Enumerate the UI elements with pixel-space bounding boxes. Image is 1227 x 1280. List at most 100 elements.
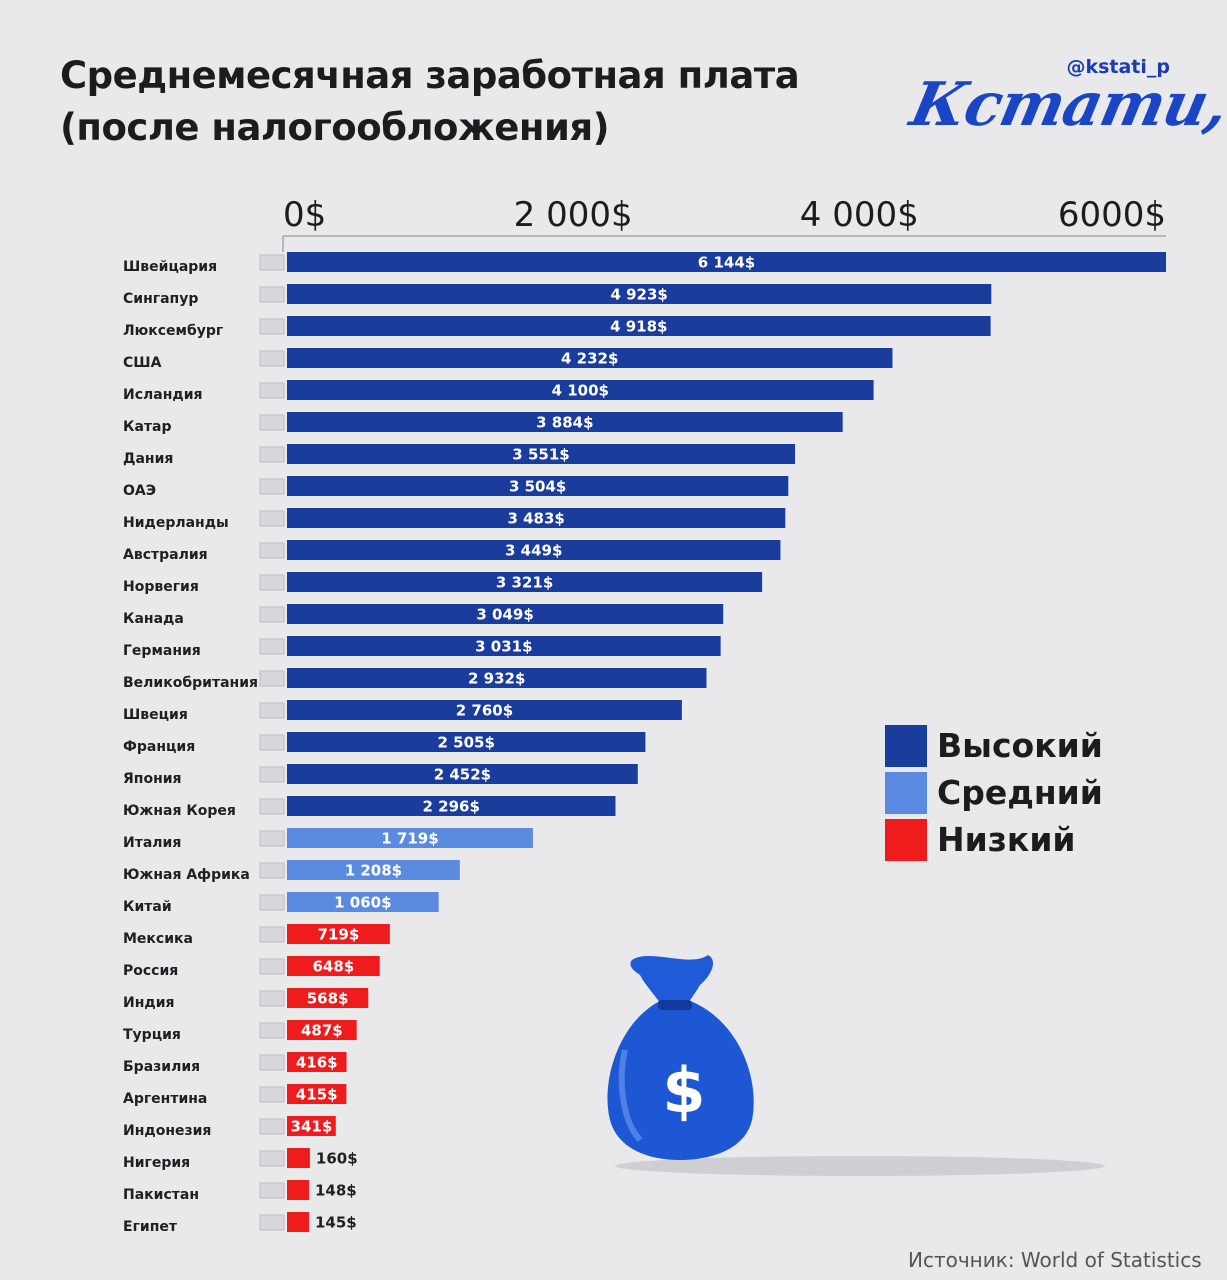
bar-row: Франция 2 505$: [123, 732, 646, 755]
bar-row: Норвегия 3 321$: [123, 572, 763, 595]
bar-value-label: 4 923$: [610, 286, 667, 304]
country-label: Швейцария: [123, 259, 217, 275]
flag-icon: [259, 1118, 285, 1135]
country-label: Индонезия: [123, 1123, 211, 1139]
legend-swatch-high: [885, 724, 927, 767]
bar: [287, 892, 439, 912]
bar-row: Индия 568$: [123, 988, 369, 1011]
country-label: Индия: [123, 995, 175, 1011]
flag-icon: [259, 478, 285, 495]
flag-icon: [259, 1086, 285, 1103]
legend-label-low: Низкий: [937, 820, 1076, 859]
bar: [287, 316, 991, 336]
legend-label-high: Высокий: [937, 726, 1103, 765]
bar: [287, 1212, 309, 1232]
country-label: Египет: [123, 1219, 178, 1235]
bar-value-label: 148$: [315, 1182, 357, 1200]
bar-value-label: 719$: [318, 926, 360, 944]
bar: [287, 476, 789, 496]
country-label: Канада: [123, 611, 184, 627]
country-label: Швеция: [123, 707, 188, 723]
flag-icon: [259, 702, 285, 719]
bar-row: Италия 1 719$: [123, 828, 533, 851]
flag-icon: [259, 926, 285, 943]
bar: [287, 860, 460, 880]
flag-icon: [259, 734, 285, 751]
country-label: Южная Африка: [123, 867, 250, 883]
bar: [287, 412, 843, 432]
flag-icon: [259, 894, 285, 911]
country-label: Франция: [123, 739, 195, 755]
title-line-1: Среднемесячная заработная плата: [60, 54, 800, 97]
bar-row: Южная Корея 2 296$: [123, 796, 616, 819]
flag-icon: [259, 446, 285, 463]
bar: [287, 700, 682, 720]
bar-value-label: 2 452$: [434, 766, 491, 784]
bar-row: Германия 3 031$: [123, 636, 721, 659]
bar-row: Сингапур 4 923$: [123, 284, 992, 307]
country-label: Турция: [123, 1027, 181, 1043]
country-label: Южная Корея: [123, 803, 236, 819]
bar: [287, 668, 707, 688]
bar-row: Турция 487$: [123, 1020, 357, 1043]
flag-icon: [259, 670, 285, 687]
flag-icon: [259, 574, 285, 591]
bar-row: Бразилия 416$: [123, 1052, 347, 1075]
bar-row: Исландия 4 100$: [123, 380, 874, 403]
flag-icon: [259, 1150, 285, 1167]
bar-value-label: 568$: [307, 990, 349, 1008]
flag-icon: [259, 286, 285, 303]
bar: [287, 1180, 309, 1200]
bar-row: Катар 3 884$: [123, 412, 843, 435]
bar-value-label: 2 932$: [468, 670, 525, 688]
country-label: Мексика: [123, 931, 193, 947]
country-label: Норвегия: [123, 579, 199, 595]
country-label: Дания: [123, 451, 173, 467]
bar-row: Канада 3 049$: [123, 604, 724, 627]
country-label: Люксембург: [123, 323, 223, 339]
x-tick-label: 2 000$: [514, 195, 633, 235]
country-label: Италия: [123, 835, 181, 851]
x-tick-label: 0$: [283, 195, 326, 235]
bar: [287, 732, 646, 752]
flag-icon: [259, 606, 285, 623]
flag-icon: [259, 1022, 285, 1039]
legend-item-high: Высокий: [885, 722, 1103, 769]
bar-value-label: 3 449$: [505, 542, 562, 560]
bar-row: Люксембург 4 918$: [123, 316, 991, 339]
country-label: Япония: [123, 771, 182, 787]
x-tick-label: 4 000$: [800, 195, 919, 235]
bar-row: Россия 648$: [123, 956, 380, 979]
country-label: Россия: [123, 963, 178, 979]
legend-label-medium: Средний: [937, 773, 1103, 812]
bar-row: Австралия 3 449$: [123, 540, 781, 563]
flag-icon: [259, 382, 285, 399]
bar-row: Япония 2 452$: [123, 764, 638, 787]
bar-value-label: 160$: [316, 1150, 358, 1168]
country-label: Нидерланды: [123, 515, 229, 531]
bar-row: Индонезия 341$: [123, 1116, 336, 1139]
bar: [287, 444, 796, 464]
flag-icon: [259, 638, 285, 655]
bar: [287, 1084, 347, 1104]
flag-icon: [259, 958, 285, 975]
flag-icon: [259, 766, 285, 783]
bar-value-label: 4 918$: [610, 318, 667, 336]
bar-value-label: 1 060$: [334, 894, 391, 912]
bar-value-label: 1 208$: [345, 862, 402, 880]
bar-row: Швейцария 6 144$: [123, 252, 1166, 275]
bar: [287, 604, 724, 624]
bar: [287, 252, 1166, 272]
bars-group: Швейцария 6 144$ Сингапур 4 923$ Люксембург 4…: [123, 252, 1166, 1235]
bar: [287, 572, 763, 592]
bar-value-label: 487$: [301, 1022, 343, 1040]
flag-icon: [259, 798, 285, 815]
bar-row: США 4 232$: [123, 348, 893, 371]
bar-row: Нидерланды 3 483$: [123, 508, 786, 531]
bar: [287, 1148, 310, 1168]
flag-icon: [259, 830, 285, 847]
legend-swatch-medium: [885, 771, 927, 814]
flag-icon: [259, 350, 285, 367]
bar-value-label: 341$: [291, 1118, 333, 1136]
